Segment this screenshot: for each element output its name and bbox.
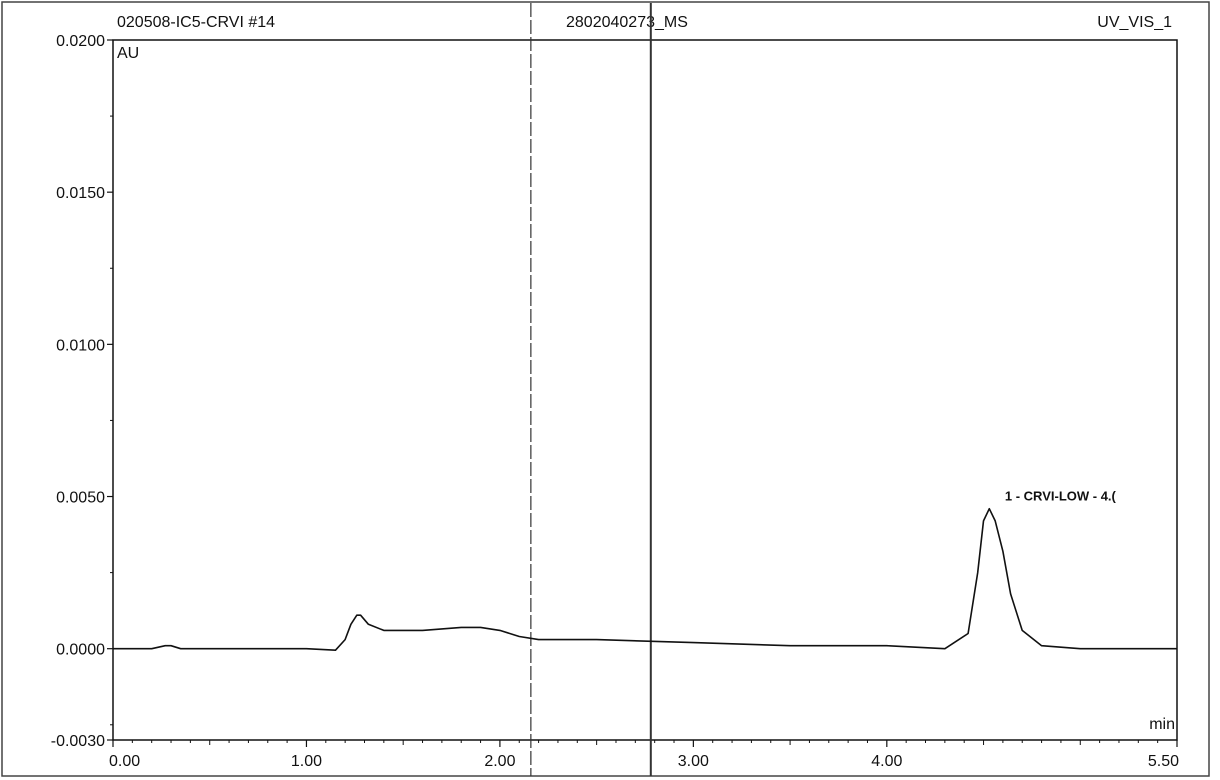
series-layer xyxy=(113,507,1177,651)
header-left: 020508-IC5-CRVI #14 xyxy=(117,14,275,31)
y-axis-label: AU xyxy=(117,45,139,62)
y-tick-label: 0.0150 xyxy=(56,185,105,202)
x-tick-label: 0.00 xyxy=(109,753,140,770)
plot-frame xyxy=(112,39,1178,741)
y-tick-label: 0.0200 xyxy=(56,33,105,50)
x-tick-label: 4.00 xyxy=(871,753,902,770)
x-tick-label: 3.00 xyxy=(678,753,709,770)
y-tick-label: 0.0100 xyxy=(56,337,105,354)
y-tick-label: 0.0050 xyxy=(56,490,105,507)
x-tick-label: 5.50 xyxy=(1148,753,1179,770)
y-tick-label: -0.0030 xyxy=(51,733,105,750)
header-right: UV_VIS_1 xyxy=(1097,14,1172,31)
header-center: 2802040273_MS xyxy=(566,14,688,31)
annotations-layer: 1 - CRVI-LOW - 4.( xyxy=(1005,489,1117,504)
peak-label: 1 - CRVI-LOW - 4.( xyxy=(1005,489,1117,504)
series-line xyxy=(113,507,1177,651)
axis-ticks: -0.0030 0.0000 0.0050 0.0100 0.0150 0.0200 0.0… xyxy=(51,33,1179,770)
x-tick-label: 2.00 xyxy=(484,753,515,770)
y-tick-label: 0.0000 xyxy=(56,642,105,659)
x-tick-label: 1.00 xyxy=(291,753,322,770)
x-axis-label: min xyxy=(1149,716,1175,733)
vertical-marker-lines xyxy=(530,3,652,776)
